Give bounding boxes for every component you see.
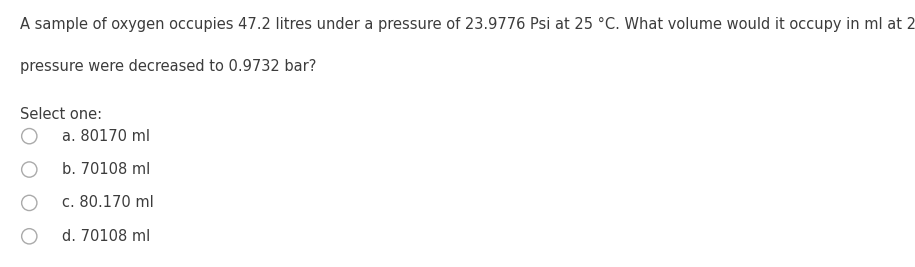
Text: A sample of oxygen occupies 47.2 litres under a pressure of 23.9776 Psi at 25 °C: A sample of oxygen occupies 47.2 litres … [20, 17, 915, 32]
Text: pressure were decreased to 0.9732 bar?: pressure were decreased to 0.9732 bar? [20, 59, 317, 74]
Text: c. 80.170 ml: c. 80.170 ml [62, 195, 154, 210]
Text: d. 70108 ml: d. 70108 ml [62, 229, 150, 244]
Text: a. 80170 ml: a. 80170 ml [62, 129, 150, 144]
Text: b. 70108 ml: b. 70108 ml [62, 162, 150, 177]
Text: Select one:: Select one: [20, 107, 102, 122]
